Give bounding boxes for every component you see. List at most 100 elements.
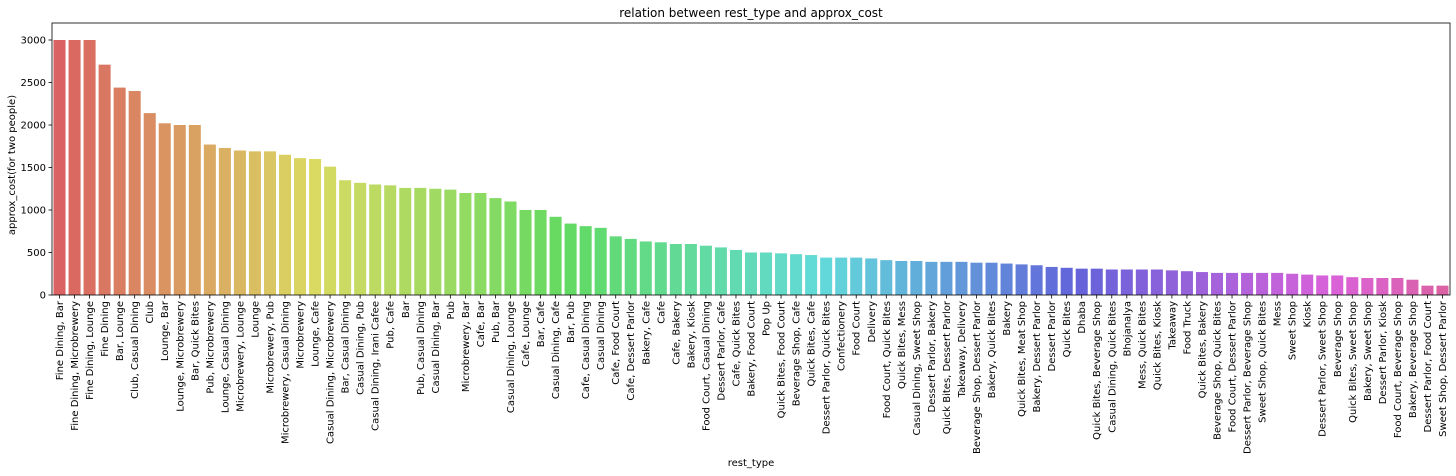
bar	[218, 147, 231, 295]
bar	[955, 261, 968, 295]
bar	[940, 261, 953, 295]
bar	[489, 198, 502, 295]
bar	[624, 238, 637, 295]
bar	[1436, 285, 1449, 295]
bar	[324, 166, 337, 295]
x-tick-label: Lounge	[250, 301, 261, 338]
x-tick-label: Cafe, Quick Bites	[731, 301, 742, 387]
x-tick-label: Lounge, Microbrewery	[175, 301, 186, 412]
x-tick-label: Lounge, Casual Dining	[220, 301, 231, 413]
bar	[519, 210, 532, 295]
bar	[654, 242, 667, 295]
bar	[714, 247, 727, 295]
x-tick-label: Quick Bites, Sweet Shop	[1348, 301, 1359, 423]
x-tick-label: Fine Dining	[100, 301, 111, 357]
x-tick-label: Cafe, Casual Dining	[581, 301, 592, 399]
x-tick-label: Quick Bites, Kiosk	[1152, 301, 1163, 390]
bar	[188, 125, 201, 295]
y-tick-label: 1000	[21, 206, 46, 217]
bar	[1376, 278, 1389, 295]
x-tick-label: Dessert Parlor, Food Court	[1423, 301, 1434, 433]
bar	[820, 257, 833, 295]
bar	[339, 180, 352, 295]
bar	[925, 261, 938, 295]
x-tick-label: Food Court	[852, 301, 863, 356]
x-tick-label: Bhojanalya	[1122, 301, 1133, 357]
x-tick-label: Cafe, Lounge	[521, 301, 532, 367]
x-tick-label: Food Truck	[1182, 301, 1193, 355]
bar	[699, 245, 712, 295]
bar	[1090, 268, 1103, 295]
bar	[384, 185, 397, 295]
x-tick-label: Quick Bites, Mess	[897, 301, 908, 389]
x-tick-label: Pub, Bar	[491, 300, 502, 343]
bar	[444, 189, 457, 295]
bar	[504, 201, 517, 295]
bar	[1180, 271, 1193, 295]
bar	[53, 40, 66, 295]
x-tick-label: Dhaba	[1077, 301, 1088, 334]
x-tick-label: Microbrewery, Casual Dining	[281, 301, 292, 444]
x-tick-label: Club	[145, 301, 156, 323]
bar	[278, 154, 292, 295]
bar	[309, 159, 322, 295]
bar	[354, 182, 367, 295]
bar	[414, 187, 427, 295]
x-tick-label: Beverage Shop, Dessert Parlor	[972, 300, 983, 454]
bar	[579, 226, 592, 295]
bar	[1045, 266, 1058, 295]
x-tick-label: Bakery, Food Court	[747, 301, 758, 397]
bar	[1421, 285, 1434, 295]
x-tick-label: Microbrewery, Bar	[461, 300, 472, 392]
bar	[805, 255, 818, 295]
x-tick-label: Cafe, Dessert Parlor	[626, 300, 637, 400]
bar	[1286, 273, 1299, 295]
bar	[294, 158, 307, 295]
bar	[1150, 269, 1163, 295]
bar	[1075, 268, 1088, 295]
x-tick-label: Dessert Parlor	[1047, 300, 1058, 371]
bar	[1120, 269, 1133, 295]
x-tick-label: Casual Dining, Sweet Shop	[912, 301, 923, 435]
y-tick-label: 1500	[21, 163, 46, 174]
x-tick-label: Food Court, Beverage Shop	[1393, 301, 1404, 438]
x-tick-label: Cafe, Bakery	[671, 301, 682, 365]
x-tick-label: Quick Bites	[1062, 301, 1073, 357]
x-tick-label: Bakery, Beverage Shop	[1408, 301, 1419, 418]
x-tick-label: Casual Dining, Quick Bites	[1107, 301, 1118, 433]
x-tick-label: Dessert Parlor, Sweet Shop	[1318, 301, 1329, 437]
plot-frame	[51, 22, 1451, 296]
y-tick-label: 2000	[21, 121, 46, 132]
bar	[835, 257, 848, 295]
x-tick-label: Bakery, Sweet Shop	[1363, 301, 1374, 401]
x-tick-label: Food Court, Dessert Parlor	[1228, 300, 1239, 432]
bar	[534, 210, 547, 295]
x-tick-label: Food Court, Casual Dining	[701, 301, 712, 431]
x-tick-label: Quick Bites, Beverage Shop	[1092, 301, 1103, 440]
x-tick-label: Bar	[401, 300, 412, 318]
x-tick-label: Lounge, Cafe	[311, 301, 322, 367]
x-tick-label: Quick Bites, Dessert Parlor	[942, 300, 953, 434]
x-tick-label: Takeaway, Delivery	[957, 301, 968, 398]
bars-group	[53, 40, 1449, 296]
bar	[474, 193, 487, 295]
bar	[248, 151, 261, 295]
bar	[865, 258, 878, 295]
y-tick-label: 500	[27, 248, 46, 259]
x-tick-label: Takeaway	[1167, 301, 1178, 351]
x-tick-label: Cafe, Food Court	[611, 301, 622, 385]
x-tick-label: Pub, Casual Dining	[416, 301, 427, 395]
y-axis-ticks: 0 500 1000 1500 2000 2500 3000	[21, 36, 52, 302]
x-tick-label: Casual Dining, Cafe	[551, 301, 562, 399]
x-tick-label: Quick Bites, Cafe	[807, 301, 818, 387]
x-tick-label: Dessert Parlor, Cafe	[716, 301, 727, 401]
x-tick-label: Bakery, Cafe	[641, 301, 652, 365]
bar	[669, 244, 682, 295]
bar	[173, 125, 186, 295]
y-tick-label: 0	[40, 291, 46, 302]
x-tick-label: Fine Dining, Lounge	[85, 301, 96, 400]
bar	[1331, 275, 1344, 295]
x-axis-label: rest_type	[728, 458, 775, 469]
bar	[850, 257, 863, 295]
